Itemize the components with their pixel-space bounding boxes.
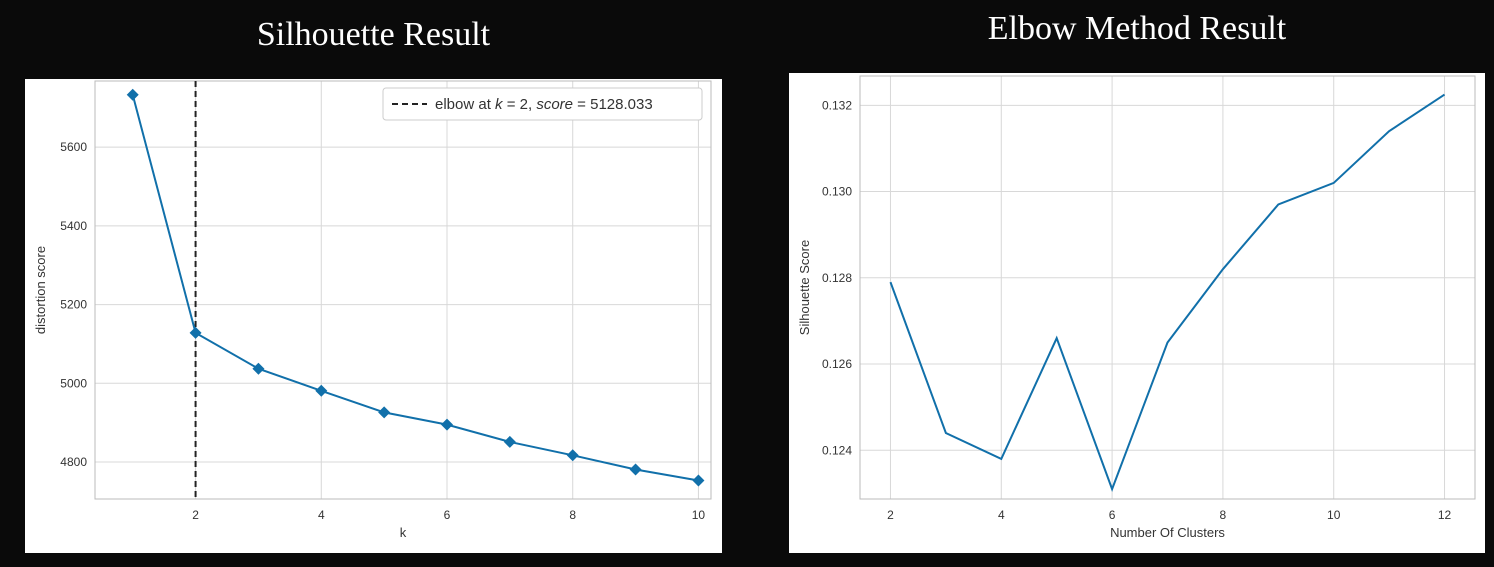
x-tick-label: 6 [1109, 508, 1116, 522]
x-tick-label: 6 [444, 508, 451, 522]
chart-title-silhouette: Silhouette Result [256, 16, 491, 53]
grid-lines [860, 76, 1475, 499]
distortion-point [692, 474, 705, 487]
y-tick-label: 4800 [60, 455, 87, 469]
x-tick-label: 8 [1220, 508, 1227, 522]
y-tick-label: 5200 [60, 298, 87, 312]
distortion-point [252, 362, 265, 375]
legend-score-value: = 5128.033 [573, 96, 653, 113]
legend-box [382, 87, 703, 121]
silhouette-chart-panel: 2 4 6 8 10 12 0.124 0.126 0.128 0.130 0.132 Number … [789, 73, 1485, 553]
distortion-chart-panel: 2 4 6 8 10 4800 5000 5200 5400 5600 k distortion sc… [25, 79, 722, 553]
x-tick-label: 2 [887, 508, 894, 522]
x-tick-label: 10 [1327, 508, 1341, 522]
x-axis-label: Number Of Clusters [1110, 525, 1225, 540]
distortion-point [378, 406, 391, 419]
y-tick-label: 0.132 [822, 98, 852, 112]
legend-prefix: elbow at [435, 96, 495, 113]
y-tick-label: 5600 [60, 140, 87, 154]
distortion-point [189, 326, 202, 339]
distortion-point [441, 418, 453, 431]
distortion-point [126, 88, 139, 101]
y-tick-label: 5400 [60, 219, 87, 233]
y-tick-label: 0.128 [822, 271, 852, 285]
y-tick-label: 0.126 [822, 357, 852, 371]
legend-label: elbow at k = 2, score = 5128.033 [435, 96, 653, 113]
y-tick-label: 5000 [60, 376, 87, 390]
plot-frame [94, 80, 712, 500]
y-tick-label: 0.124 [822, 443, 852, 457]
legend-score-symbol: score [536, 96, 573, 113]
y-axis-label: distortion score [33, 246, 48, 334]
grid-lines [95, 81, 711, 499]
distortion-point [315, 384, 328, 397]
x-tick-label: 4 [318, 508, 325, 522]
silhouette-series-line [889, 93, 1446, 492]
chart-title-elbow-method: Elbow Method Result [987, 10, 1287, 47]
x-tick-label: 8 [569, 508, 576, 522]
y-tick-label: 0.130 [822, 185, 852, 199]
x-axis-label: k [400, 525, 407, 540]
x-tick-label: 12 [1438, 508, 1452, 522]
distortion-point [566, 449, 579, 462]
plot-frame [859, 75, 1476, 500]
x-tick-label: 10 [692, 508, 706, 522]
distortion-series-line [131, 94, 699, 482]
silhouette-chart: 2 4 6 8 10 12 0.124 0.126 0.128 0.130 0.132 Number … [797, 75, 1476, 540]
legend: elbow at k = 2, score = 5128.033 [382, 87, 703, 121]
y-axis-label: Silhouette Score [797, 240, 812, 335]
legend-k-value: = 2, [503, 96, 537, 113]
distortion-chart: 2 4 6 8 10 4800 5000 5200 5400 5600 k distortion sc… [33, 80, 712, 540]
x-tick-label: 4 [998, 508, 1005, 522]
distortion-point [503, 435, 516, 448]
legend-k-symbol: k [495, 96, 504, 113]
x-tick-label: 2 [192, 508, 199, 522]
distortion-point [629, 463, 642, 476]
